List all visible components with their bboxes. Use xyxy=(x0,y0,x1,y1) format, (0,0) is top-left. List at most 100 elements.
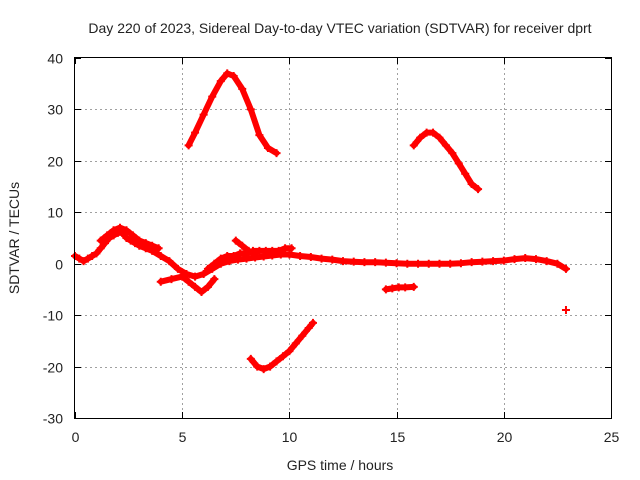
data-point xyxy=(416,133,425,142)
data-point xyxy=(184,141,193,150)
data-point xyxy=(296,252,305,260)
data-point xyxy=(208,92,217,101)
data-point xyxy=(291,339,300,348)
data-point xyxy=(148,241,157,250)
data-point xyxy=(561,306,570,314)
data-point xyxy=(229,72,238,80)
y-tick-label: 40 xyxy=(47,51,63,67)
data-point xyxy=(435,259,444,268)
data-point xyxy=(96,236,105,245)
data-point xyxy=(388,284,397,293)
data-point xyxy=(403,259,412,268)
data-point xyxy=(285,347,294,356)
data-point xyxy=(414,259,423,268)
data-point xyxy=(259,365,268,374)
data-point xyxy=(126,236,135,245)
data-point xyxy=(253,362,262,371)
data-point xyxy=(553,259,562,268)
y-tick-label: -30 xyxy=(43,411,63,427)
data-point xyxy=(238,241,247,250)
series-lower-dip-4-6h xyxy=(156,272,219,296)
series-isolated-point xyxy=(561,306,570,314)
data-point xyxy=(401,283,410,292)
data-point xyxy=(203,282,212,291)
data-point xyxy=(306,253,315,262)
data-point xyxy=(542,257,551,266)
data-point xyxy=(246,354,255,363)
series-main-band xyxy=(71,228,570,281)
data-point xyxy=(246,105,255,114)
data-point xyxy=(178,272,187,281)
data-point xyxy=(79,257,88,266)
data-point xyxy=(521,254,530,263)
data-point xyxy=(156,277,165,286)
data-point xyxy=(173,264,182,273)
data-point xyxy=(223,69,232,78)
data-point xyxy=(199,270,208,278)
data-point xyxy=(499,256,508,265)
data-point xyxy=(510,255,519,264)
series-segment-14-5-16h xyxy=(381,282,418,294)
data-point xyxy=(238,84,247,93)
data-point xyxy=(216,254,225,263)
y-tick-label: 0 xyxy=(55,257,63,273)
data-point xyxy=(109,226,118,235)
data-point xyxy=(92,249,101,258)
data-point xyxy=(210,275,219,284)
data-point xyxy=(429,128,438,137)
data-point xyxy=(156,252,165,260)
series-arc-15-8-18-8h xyxy=(409,128,483,194)
x-tick-label: 25 xyxy=(604,429,620,445)
data-point xyxy=(478,257,487,266)
data-point xyxy=(467,180,476,188)
data-point xyxy=(191,128,200,137)
data-point xyxy=(360,258,369,267)
y-tick-label: 10 xyxy=(47,205,63,221)
data-point xyxy=(446,259,455,268)
data-point xyxy=(128,231,137,240)
x-tick-label: 15 xyxy=(390,429,406,445)
series-trace xyxy=(232,237,259,257)
data-point xyxy=(531,255,540,264)
data-point xyxy=(266,362,275,371)
x-tick-label: 5 xyxy=(179,429,187,445)
y-tick-label: -10 xyxy=(43,308,63,324)
data-point xyxy=(328,255,337,264)
series-arc-5-9-5h xyxy=(184,69,281,158)
data-point xyxy=(304,324,313,332)
data-point xyxy=(251,249,260,258)
y-tick-label: 20 xyxy=(47,154,63,170)
data-point xyxy=(489,257,498,266)
axis-ticks: 0 5 10 15 20 25 -30 -20 -10 0 10 20 30 40 xyxy=(43,51,620,446)
data-point xyxy=(349,257,358,266)
x-tick-label: 0 xyxy=(72,429,80,445)
series-spur-7-5-8-5h xyxy=(231,236,260,258)
x-tick-label: 20 xyxy=(497,429,513,445)
data-point xyxy=(272,149,281,158)
data-point xyxy=(435,133,444,142)
data-point xyxy=(448,149,457,158)
data-point xyxy=(197,288,206,296)
y-tick-label: 30 xyxy=(47,102,63,118)
data-point xyxy=(467,258,476,267)
data-point xyxy=(456,259,465,268)
series-trace xyxy=(72,229,569,280)
data-point xyxy=(272,357,281,366)
data-point xyxy=(167,275,176,284)
data-point xyxy=(274,246,283,255)
series-trace xyxy=(247,319,316,373)
data-point xyxy=(231,236,240,245)
data-point xyxy=(371,258,380,267)
data-point xyxy=(381,258,390,267)
data-point xyxy=(424,259,433,268)
data-point xyxy=(317,254,326,263)
data-point xyxy=(83,254,92,263)
data-point xyxy=(308,318,317,327)
data-point xyxy=(474,185,483,194)
data-point xyxy=(122,234,131,242)
chart-title: Day 220 of 2023, Sidereal Day-to-day VTE… xyxy=(88,20,591,36)
data-point xyxy=(165,257,174,266)
data-point xyxy=(203,264,212,273)
data-points xyxy=(71,69,570,374)
